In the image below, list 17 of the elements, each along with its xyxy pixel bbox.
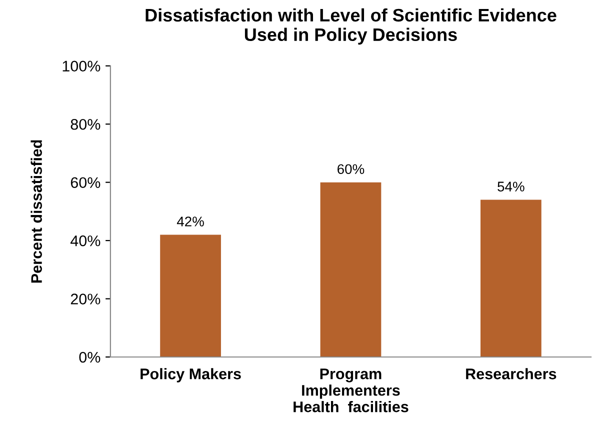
- data-label: 42%: [176, 216, 204, 226]
- data-label: 54%: [498, 182, 524, 192]
- y-tick-label: 100%: [62, 60, 100, 72]
- chart-title: Dissatisfaction with Level of Scientific Evidence Used in Policy Decisions: [146, 8, 556, 45]
- y-axis-title: Percent dissatisfied: [30, 140, 42, 283]
- y-tick-label: 20%: [70, 294, 100, 304]
- data-label: 60%: [338, 164, 364, 174]
- bar: [160, 234, 221, 357]
- bar: [320, 182, 382, 357]
- x-tick-label: Program Implementers Health facilities: [294, 368, 408, 412]
- y-tick-label: 0%: [79, 352, 100, 363]
- y-tick-label: 60%: [70, 177, 100, 188]
- x-tick-label: Researchers: [466, 368, 556, 380]
- y-tick-label: 40%: [70, 235, 100, 246]
- y-tick-label: 80%: [70, 118, 100, 130]
- bar: [480, 200, 542, 357]
- x-tick-label: Policy Makers: [140, 368, 241, 382]
